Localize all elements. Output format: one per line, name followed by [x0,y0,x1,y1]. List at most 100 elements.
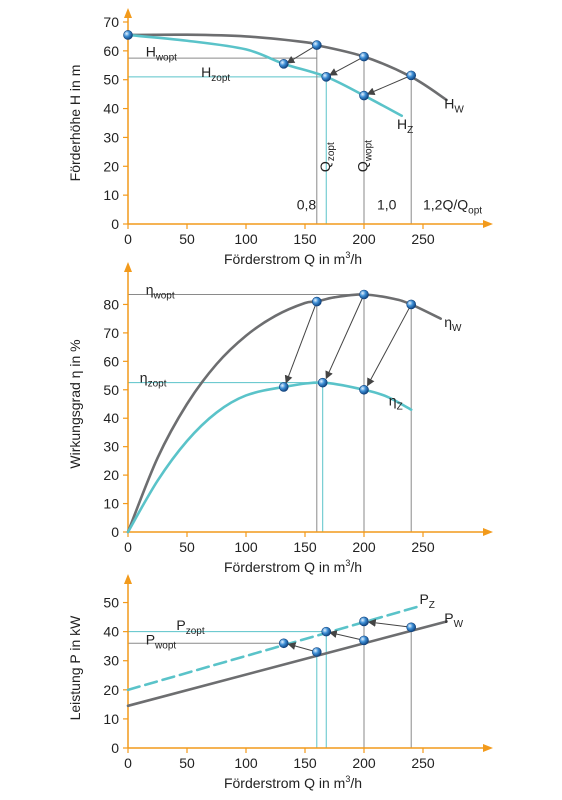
annotation-label: Pwopt [146,632,177,652]
data-point [317,377,328,388]
y-tick-label: 50 [103,72,119,88]
series-line-Pz [126,605,419,692]
transfer-arrow [366,74,412,96]
transfer-arrow [284,301,318,384]
transfer-arrow [287,642,317,653]
y-tick-label: 10 [103,187,119,203]
x-tick-label: 150 [293,231,317,247]
x-tick-label: 50 [179,755,195,771]
x-axis-arrow [483,744,493,752]
data-point [311,647,322,657]
x-tick-label: 250 [411,231,435,247]
y-tick-label: 30 [103,653,119,669]
transfer-arrow [367,618,412,628]
data-point [278,59,289,69]
data-point [359,90,369,101]
series-line-ηz [126,381,413,534]
data-point [311,40,322,50]
x-tick-label: 50 [179,539,195,555]
y-axis-label: Förderhöhe H in m [67,65,83,182]
x-axis-label: Förderstrom Q in m3/h [224,558,362,575]
series-line-Pw [126,620,448,708]
series-line-Hw [126,33,448,102]
annotation-label: ηW [444,314,462,334]
transfer-arrow [328,56,365,76]
y-axis-arrow [124,8,132,18]
y-axis-arrow [124,262,132,272]
data-point [321,72,332,82]
data-point [406,622,417,633]
y-tick-label: 30 [103,129,119,145]
y-tick-label: 20 [103,467,119,483]
data-point [406,299,417,310]
chart-efficiency: 0 50 100 150 200 250 0 10 20 30 40 50 60 70 80 Förderst… [67,262,493,575]
transfer-arrow [325,294,365,380]
annotation-label: 1,2Q/Qopt [423,197,482,217]
x-tick-label: 200 [352,231,376,247]
x-tick-label: 50 [179,231,195,247]
series-line-ηw [126,293,442,534]
y-tick-label: 30 [103,439,119,455]
data-point [359,289,369,300]
data-point [406,70,417,81]
data-point [359,384,369,395]
data-point [278,638,289,649]
y-tick-label: 80 [103,296,119,312]
y-tick-label: 40 [103,624,119,640]
annotation-label: PW [444,610,463,630]
x-tick-label: 100 [234,755,258,771]
transfer-arrow [367,304,412,387]
y-tick-label: 70 [103,325,119,341]
y-tick-label: 10 [103,496,119,512]
annotation-label: ηwopt [146,281,175,301]
x-axis-label: Förderstrom Q in m3/h [224,774,362,791]
annotation-label: HZ [397,116,413,136]
annotation-label: Qwopt [355,140,375,172]
x-tick-label: 200 [352,755,376,771]
y-tick-label: 60 [103,43,119,59]
x-tick-label: 250 [411,755,435,771]
x-axis-arrow [483,220,493,228]
annotation-label: Hzopt [201,64,230,84]
chart-head: 0 50 100 150 200 250 0 10 20 30 40 50 60 70 Förderstro… [67,8,493,267]
data-point [359,616,369,627]
annotation-label: 0,8 [297,197,317,213]
data-point [359,51,369,62]
y-tick-label: 20 [103,158,119,174]
x-tick-label: 150 [293,755,317,771]
series-line-Hz [126,33,404,118]
x-tick-label: 250 [411,539,435,555]
annotation-label: PZ [419,591,434,611]
x-tick-label: 100 [234,231,258,247]
x-tick-label: 200 [352,539,376,555]
y-tick-label: 0 [111,740,119,756]
annotation-label: Pzopt [176,617,204,637]
x-axis-arrow [483,528,493,536]
y-axis-label: Leistung P in kW [67,615,83,721]
x-tick-label: 100 [234,539,258,555]
y-tick-label: 60 [103,353,119,369]
annotation-label: 1,0 [377,197,397,213]
transfer-arrow [286,44,318,64]
x-tick-label: 0 [124,231,132,247]
annotation-label: Qzopt [317,142,337,172]
chart-power: 0 50 100 150 200 250 0 10 20 30 40 50 Förderstrom Q … [67,574,493,791]
y-tick-label: 40 [103,101,119,117]
y-axis-label: Wirkungsgrad η in % [67,339,83,468]
y-tick-label: 70 [103,14,119,30]
x-tick-label: 0 [124,539,132,555]
data-point [359,635,369,646]
transfer-arrow [328,630,365,641]
data-point [311,296,322,307]
annotation-label: ηzopt [140,370,167,390]
annotation-label: HW [444,96,464,116]
y-tick-label: 0 [111,524,119,540]
data-point [321,626,332,637]
y-tick-label: 20 [103,682,119,698]
y-tick-label: 50 [103,595,119,611]
y-tick-label: 10 [103,711,119,727]
x-tick-label: 0 [124,755,132,771]
y-tick-label: 40 [103,410,119,426]
annotation-label: Hwopt [146,44,177,64]
